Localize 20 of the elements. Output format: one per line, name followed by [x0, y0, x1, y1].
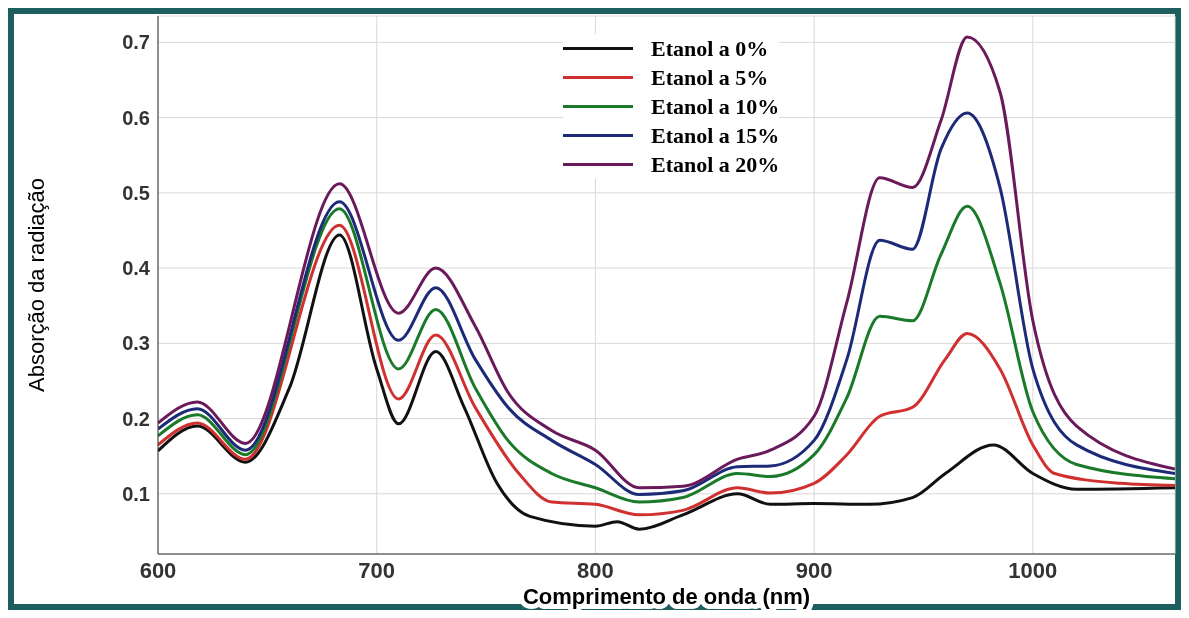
legend-label: Etanol a 5% [651, 64, 769, 92]
line-series [158, 35, 1175, 490]
y-tick-label: 0.7 [122, 31, 150, 54]
legend-label: Etanol a 0% [651, 35, 769, 63]
legend-label: Etanol a 10% [651, 93, 780, 121]
y-tick-label: 0.5 [122, 181, 150, 204]
y-tick-label: 0.6 [122, 106, 150, 129]
y-tick-label: 0.1 [122, 482, 150, 505]
y-axis-title: Absorção da radiação [23, 177, 49, 393]
x-tick-label: 900 [795, 557, 833, 583]
legend-label: Etanol a 20% [651, 151, 780, 179]
y-tick-label: 0.3 [122, 332, 150, 355]
y-tick-label: 0.2 [122, 407, 150, 430]
legend-label: Etanol a 15% [651, 122, 780, 150]
x-tick-label: 1000 [1008, 557, 1058, 583]
y-tick-label: 0.4 [122, 257, 151, 280]
x-tick-label: 600 [139, 557, 177, 583]
x-tick-label: 700 [358, 557, 396, 583]
x-tick-label: 800 [577, 557, 614, 583]
x-axis-title: Comprimento de onda (nm) [522, 584, 811, 609]
